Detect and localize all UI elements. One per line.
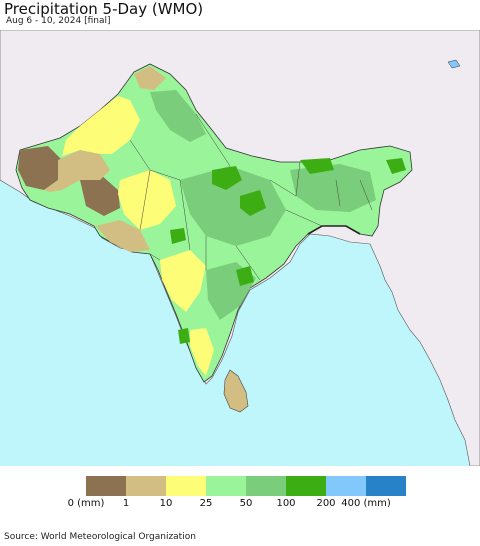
legend-swatch-200-400 <box>326 476 366 496</box>
legend-label: 0 (mm) <box>67 498 105 509</box>
tan-zone-north <box>134 66 166 90</box>
yellow-zone-rajasthan <box>118 170 176 230</box>
heavy-rain-1 <box>212 166 242 190</box>
legend-labels: 0 (mm) 1 10 25 50 100 200 400 (mm) <box>0 498 480 512</box>
heavy-rain-4 <box>386 158 406 174</box>
legend-label: 25 <box>199 498 213 509</box>
yellow-zone-south <box>190 328 214 376</box>
heavy-rain-7 <box>178 328 190 344</box>
legend-swatch-100-200 <box>286 476 326 496</box>
green-zone-east <box>290 164 376 212</box>
dry-zone-sindh <box>80 174 120 216</box>
legend-swatch-10-25 <box>166 476 206 496</box>
legend-swatch-50-100 <box>246 476 286 496</box>
yellow-zone-punjab <box>62 96 140 156</box>
heavy-rain-6 <box>170 228 186 244</box>
yellow-zone-deccan <box>160 250 206 312</box>
dry-zone-west <box>18 146 62 190</box>
legend-swatch-1-10 <box>126 476 166 496</box>
legend-label: 1 <box>122 498 130 509</box>
heavy-rain-2 <box>240 190 266 216</box>
tan-zone-gujarat <box>96 220 150 252</box>
legend-label: 50 <box>239 498 253 509</box>
heavy-rain-3 <box>300 158 334 174</box>
source-credit: Source: World Meteorological Organizatio… <box>4 532 196 542</box>
light-blue-patch <box>447 59 461 69</box>
legend-label: 10 <box>159 498 173 509</box>
bengal-coast <box>307 225 361 235</box>
legend-swatch-400-plus <box>366 476 406 496</box>
legend-label: 100 <box>276 498 296 509</box>
legend-swatch-0-1 <box>86 476 126 496</box>
green-zone-central <box>180 166 286 246</box>
legend-label: 400 (mm) <box>341 498 391 509</box>
precipitation-map <box>0 30 480 466</box>
map-title: Precipitation 5-Day (WMO) <box>4 0 204 18</box>
sri-lanka <box>223 369 249 413</box>
legend-swatch-25-50 <box>206 476 246 496</box>
internal-borders <box>129 113 373 281</box>
legend-label: 200 <box>316 498 336 509</box>
legend-color-bar <box>86 476 406 496</box>
map-subtitle: Aug 6 - 10, 2024 [final] <box>6 16 111 26</box>
heavy-rain-5 <box>236 266 254 286</box>
green-zone-himalaya <box>150 90 206 142</box>
tan-zone-pakistan <box>44 150 110 192</box>
